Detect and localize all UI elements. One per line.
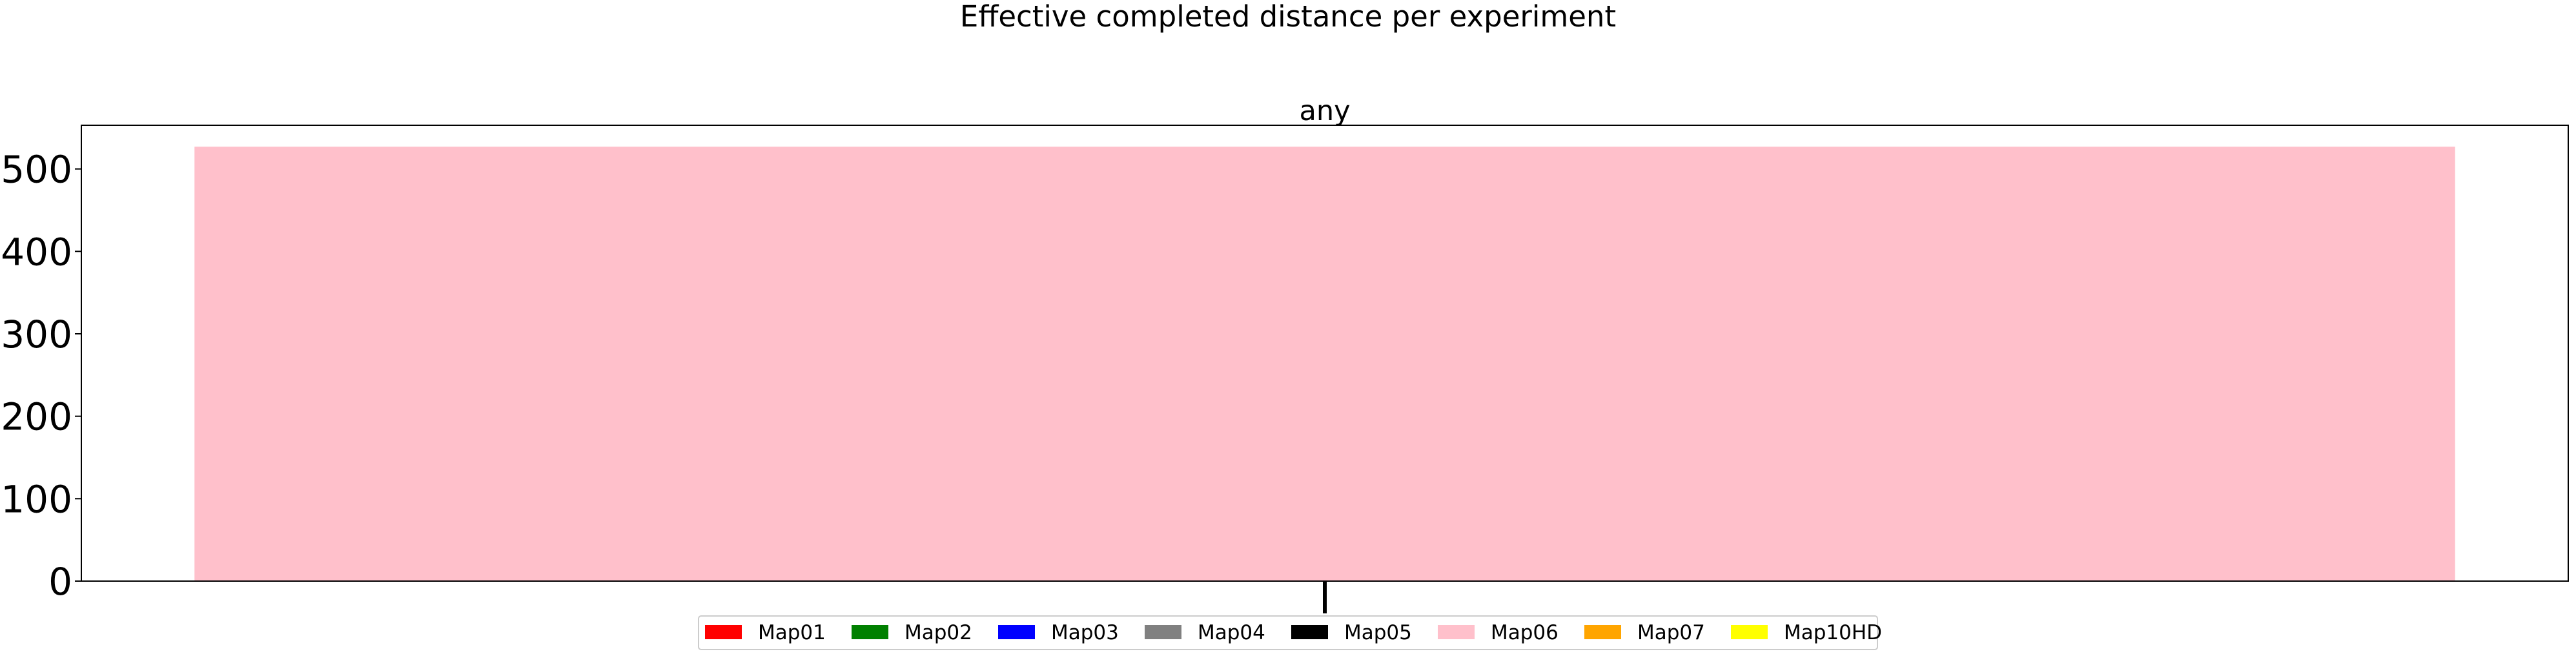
y-tick-label: 500: [1, 148, 72, 192]
legend-label-map06: Map06: [1491, 621, 1559, 644]
y-axis: 0 100 200 300 400 500: [1, 148, 81, 604]
bar-map06: [194, 147, 2455, 582]
figure-title: Effective completed distance per experim…: [960, 0, 1616, 34]
legend-swatch-map06: [1438, 625, 1475, 639]
legend-label-map05: Map05: [1344, 621, 1412, 644]
legend-swatch-map01: [705, 625, 742, 639]
legend-label-map10hd: Map10HD: [1784, 621, 1882, 644]
legend-frame: [698, 615, 1878, 650]
axes-title: any: [1299, 95, 1350, 127]
legend-label-map01: Map01: [758, 621, 826, 644]
legend-label-map03: Map03: [1051, 621, 1119, 644]
legend-swatch-map03: [998, 625, 1035, 639]
y-tick-label: 400: [1, 230, 72, 274]
y-tick-label: 200: [1, 395, 72, 439]
bars-layer: [194, 147, 2455, 582]
legend-swatch-map05: [1291, 625, 1328, 639]
plot-frame: [81, 125, 2569, 582]
y-tick-label: 100: [1, 477, 72, 521]
legend: Map01 Map02 Map03 Map04 Map05 Map06 Map07 Map10…: [698, 615, 1882, 650]
legend-label-map07: Map07: [1637, 621, 1705, 644]
legend-label-map04: Map04: [1198, 621, 1265, 644]
legend-label-map02: Map02: [905, 621, 972, 644]
legend-swatch-map07: [1584, 625, 1621, 639]
legend-swatch-map10hd: [1731, 625, 1768, 639]
y-tick-label: 0: [48, 560, 72, 604]
legend-swatch-map02: [852, 625, 888, 639]
y-tick-label: 300: [1, 313, 72, 356]
legend-swatch-map04: [1145, 625, 1181, 639]
